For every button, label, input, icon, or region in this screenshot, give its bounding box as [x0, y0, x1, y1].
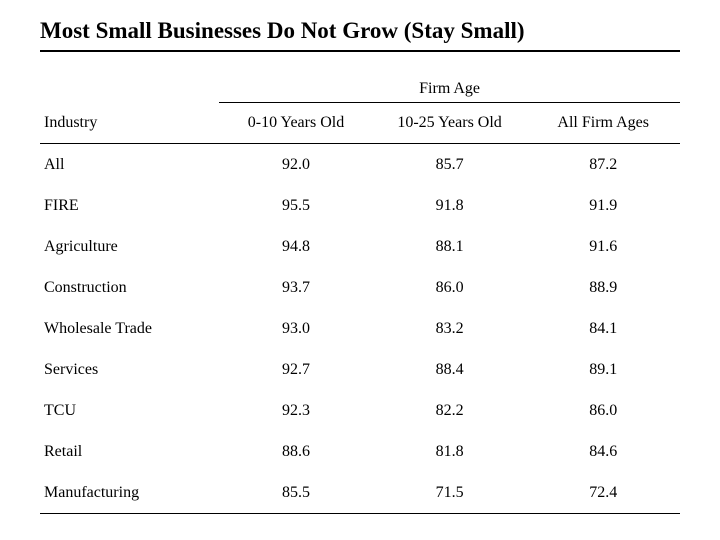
cell-industry: All	[40, 144, 219, 186]
cell-value: 82.2	[373, 390, 527, 431]
cell-value: 92.0	[219, 144, 373, 186]
cell-value: 83.2	[373, 308, 527, 349]
cell-value: 87.2	[526, 144, 680, 186]
cell-value: 86.0	[373, 267, 527, 308]
table-spacer	[40, 56, 680, 76]
slide: Most Small Businesses Do Not Grow (Stay …	[0, 0, 720, 540]
table-row: Retail 88.6 81.8 84.6	[40, 431, 680, 472]
col-header-industry: Industry	[40, 103, 219, 144]
cell-value: 88.9	[526, 267, 680, 308]
table-row: Agriculture 94.8 88.1 91.6	[40, 226, 680, 267]
supergroup-empty	[40, 76, 219, 103]
cell-value: 94.8	[219, 226, 373, 267]
cell-value: 91.8	[373, 185, 527, 226]
cell-value: 84.1	[526, 308, 680, 349]
cell-industry: TCU	[40, 390, 219, 431]
cell-industry: Services	[40, 349, 219, 390]
cell-value: 92.3	[219, 390, 373, 431]
cell-value: 91.6	[526, 226, 680, 267]
data-table: Firm Age Industry 0-10 Years Old 10-25 Y…	[40, 56, 680, 514]
table-row: Manufacturing 85.5 71.5 72.4	[40, 472, 680, 514]
col-header-1: 0-10 Years Old	[219, 103, 373, 144]
table-supergroup-row: Firm Age	[40, 76, 680, 103]
supergroup-label: Firm Age	[219, 76, 680, 103]
cell-value: 93.7	[219, 267, 373, 308]
cell-industry: Wholesale Trade	[40, 308, 219, 349]
cell-value: 95.5	[219, 185, 373, 226]
slide-title: Most Small Businesses Do Not Grow (Stay …	[40, 18, 680, 52]
cell-industry: Manufacturing	[40, 472, 219, 514]
cell-value: 89.1	[526, 349, 680, 390]
cell-value: 93.0	[219, 308, 373, 349]
cell-industry: Retail	[40, 431, 219, 472]
cell-industry: FIRE	[40, 185, 219, 226]
col-header-2: 10-25 Years Old	[373, 103, 527, 144]
cell-value: 85.5	[219, 472, 373, 514]
col-header-3: All Firm Ages	[526, 103, 680, 144]
table-row: Wholesale Trade 93.0 83.2 84.1	[40, 308, 680, 349]
cell-value: 88.4	[373, 349, 527, 390]
table-header-row: Industry 0-10 Years Old 10-25 Years Old …	[40, 103, 680, 144]
cell-value: 92.7	[219, 349, 373, 390]
table-row: Services 92.7 88.4 89.1	[40, 349, 680, 390]
cell-value: 88.1	[373, 226, 527, 267]
table-row: All 92.0 85.7 87.2	[40, 144, 680, 186]
table-row: Construction 93.7 86.0 88.9	[40, 267, 680, 308]
table-row: FIRE 95.5 91.8 91.9	[40, 185, 680, 226]
cell-value: 85.7	[373, 144, 527, 186]
cell-industry: Agriculture	[40, 226, 219, 267]
cell-value: 88.6	[219, 431, 373, 472]
cell-industry: Construction	[40, 267, 219, 308]
cell-value: 71.5	[373, 472, 527, 514]
cell-value: 86.0	[526, 390, 680, 431]
cell-value: 91.9	[526, 185, 680, 226]
cell-value: 84.6	[526, 431, 680, 472]
table-row: TCU 92.3 82.2 86.0	[40, 390, 680, 431]
cell-value: 81.8	[373, 431, 527, 472]
cell-value: 72.4	[526, 472, 680, 514]
